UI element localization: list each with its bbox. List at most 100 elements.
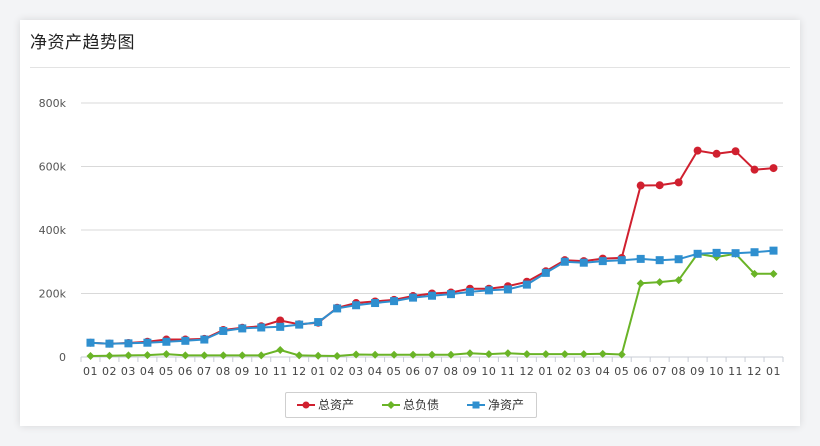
- data-point: [712, 248, 721, 257]
- x-tick-label: 02: [330, 365, 345, 378]
- data-point: [636, 279, 645, 288]
- x-tick-label: 03: [576, 365, 591, 378]
- chart-card: 净资产趋势图 0 200k 400k 600k 800k 01 02 03 04 05 06 07 08…: [20, 20, 800, 426]
- x-tick-label: 07: [197, 365, 212, 378]
- data-point: [465, 287, 474, 296]
- data-point: [541, 268, 550, 277]
- data-point: [352, 350, 361, 359]
- x-tick-label: 10: [254, 365, 269, 378]
- data-point: [86, 352, 95, 361]
- legend-label-total-liabilities: 总负债: [403, 398, 440, 412]
- legend-marker-total-liabilities: [382, 401, 400, 409]
- x-tick-label: 05: [614, 365, 629, 378]
- data-point: [276, 316, 285, 325]
- x-tick-label: 07: [652, 365, 667, 378]
- data-point: [238, 324, 247, 333]
- data-point: [484, 350, 493, 359]
- data-point: [769, 269, 778, 278]
- data-point: [693, 146, 702, 155]
- x-tick-label: 09: [235, 365, 250, 378]
- data-point: [541, 350, 550, 359]
- data-point: [598, 257, 607, 266]
- data-point: [428, 291, 436, 300]
- x-tick-label: 04: [140, 365, 155, 378]
- data-point: [276, 346, 285, 355]
- data-point: [617, 350, 626, 359]
- data-point: [181, 336, 190, 345]
- data-point: [219, 351, 228, 360]
- x-tick-label: 01: [311, 365, 326, 378]
- x-tick-label: 10: [709, 365, 724, 378]
- data-point: [105, 339, 114, 348]
- x-tick-label: 03: [121, 365, 136, 378]
- data-point: [446, 350, 455, 359]
- data-point: [636, 181, 645, 190]
- data-point: [579, 258, 588, 267]
- chart-legend: 总资产 总负债 净资产: [285, 392, 537, 418]
- legend-label-total-assets: 总资产: [318, 398, 355, 412]
- data-point: [446, 290, 455, 299]
- x-tick-label: 09: [690, 365, 705, 378]
- data-point: [503, 285, 512, 294]
- data-point: [409, 293, 418, 302]
- data-point: [143, 338, 152, 347]
- data-point: [598, 349, 607, 358]
- data-point: [674, 178, 683, 187]
- data-point: [162, 350, 171, 359]
- data-point: [371, 350, 380, 359]
- data-point: [314, 351, 323, 360]
- x-tick-label: 11: [500, 365, 515, 378]
- y-tick-label: 600k: [39, 161, 67, 174]
- x-tick-label: 04: [595, 365, 610, 378]
- x-tick-label: 03: [349, 365, 364, 378]
- data-point: [579, 350, 588, 359]
- data-point: [295, 351, 304, 360]
- data-point: [712, 149, 721, 158]
- data-point: [655, 278, 664, 287]
- y-tick-label: 800k: [39, 97, 67, 110]
- x-tick-label: 01: [538, 365, 553, 378]
- data-point: [333, 352, 342, 361]
- data-point: [750, 269, 759, 278]
- data-point: [162, 337, 171, 346]
- data-point: [105, 351, 114, 360]
- x-tick-label: 05: [159, 365, 174, 378]
- data-point: [333, 304, 342, 313]
- x-tick-label: 08: [671, 365, 686, 378]
- x-tick-label: 04: [368, 365, 383, 378]
- x-tick-label: 10: [481, 365, 496, 378]
- data-point: [200, 351, 209, 360]
- data-point: [257, 323, 266, 332]
- data-point: [693, 249, 702, 258]
- data-point: [371, 299, 380, 308]
- x-tick-label: 12: [747, 365, 762, 378]
- data-point: [674, 276, 683, 285]
- data-point: [124, 351, 133, 360]
- data-point: [238, 351, 247, 360]
- chart-title: 净资产趋势图: [30, 33, 135, 53]
- x-tick-label: 01: [766, 365, 781, 378]
- data-point: [86, 338, 95, 347]
- data-point: [143, 351, 152, 360]
- legend-marker-total-assets: [297, 401, 315, 409]
- data-point: [390, 297, 399, 306]
- data-point: [560, 350, 569, 359]
- data-point: [428, 350, 436, 359]
- x-tick-label: 07: [425, 365, 440, 378]
- data-point: [276, 322, 285, 331]
- x-tick-label: 05: [387, 365, 402, 378]
- data-point: [769, 246, 778, 255]
- data-point: [484, 286, 493, 295]
- data-point: [409, 350, 418, 359]
- x-tick-label: 09: [462, 365, 477, 378]
- data-point: [769, 164, 778, 173]
- title-divider: [30, 67, 790, 68]
- x-tick-label: 02: [102, 365, 117, 378]
- x-tick-label: 12: [519, 365, 534, 378]
- data-point: [674, 255, 683, 264]
- y-tick-label: 400k: [39, 224, 67, 237]
- x-tick-label: 01: [83, 365, 98, 378]
- data-point: [750, 165, 759, 174]
- data-point: [560, 257, 569, 266]
- data-point: [219, 326, 228, 335]
